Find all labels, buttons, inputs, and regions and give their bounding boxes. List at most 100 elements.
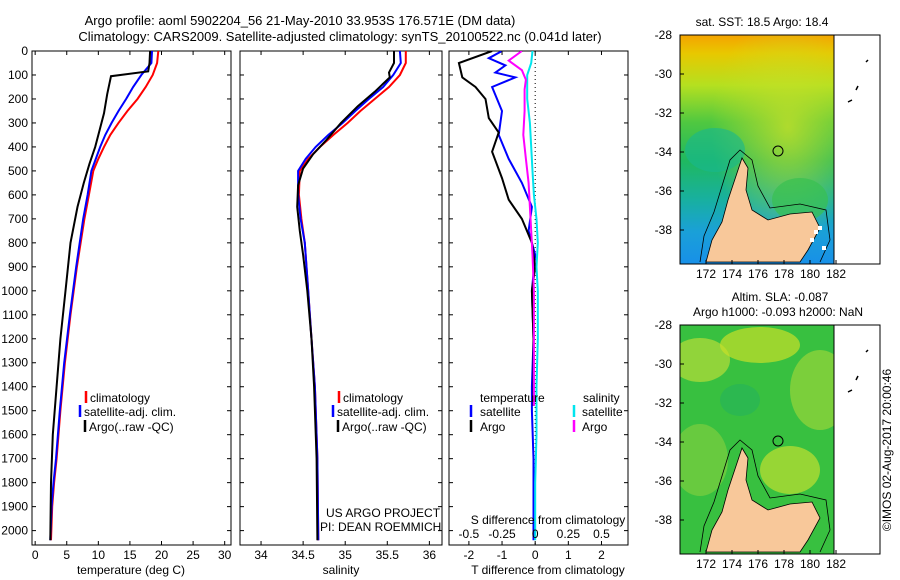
difference-x-axis: -2 -1 0 1 2 -0.5 -0.25 0 0.25 0.5 <box>459 51 610 562</box>
depth-tick-label: 1000 <box>1 284 28 298</box>
series-line-s-satellite <box>526 51 539 541</box>
temperature-plot <box>49 51 160 541</box>
lon-tick-label: 176 <box>748 557 768 571</box>
s-tick-label: 0 <box>532 527 539 541</box>
depth-tick-label: 1800 <box>1 476 28 490</box>
lat-tick-label: -38 <box>655 223 673 237</box>
x-tick-label: 0 <box>32 548 39 562</box>
difference-xlabel-salinity: S difference from climatology <box>471 513 626 527</box>
lon-tick-label: 174 <box>722 557 742 571</box>
legend-title-salinity: salinity <box>583 391 620 405</box>
depth-tick-label: 900 <box>8 260 28 274</box>
s-tick-label: -0.5 <box>459 527 480 541</box>
lat-tick-label: -32 <box>655 396 673 410</box>
depth-tick-label: 1500 <box>1 404 28 418</box>
lon-tick-label: 180 <box>800 267 820 281</box>
depth-tick-label: 700 <box>8 212 28 226</box>
salinity-plot <box>296 51 407 541</box>
legend-label-argo: Argo(..raw -QC) <box>89 420 174 434</box>
depth-tick-label: 2000 <box>1 524 28 538</box>
x-tick-label: 10 <box>92 548 106 562</box>
x-tick-label: 20 <box>155 548 169 562</box>
difference-xlabel: T difference from climatology <box>471 563 625 577</box>
lon-tick-label: 178 <box>774 557 794 571</box>
legend-label-t-argo: Argo <box>480 420 506 434</box>
depth-tick-label: 500 <box>8 164 28 178</box>
title-line-1: Argo profile: aoml 5902204_56 21-May-201… <box>85 13 516 28</box>
depth-tick-label: 0 <box>21 44 28 58</box>
difference-plot <box>457 51 539 545</box>
depth-tick-label: 200 <box>8 92 28 106</box>
depth-tick-label: 1700 <box>1 452 28 466</box>
lon-tick-label: 178 <box>774 267 794 281</box>
sla-map-title-1: Altim. SLA: -0.087 <box>732 290 829 304</box>
depth-tick-label: 400 <box>8 140 28 154</box>
depth-tick-label: 100 <box>8 68 28 82</box>
legend-label-climatology: climatology <box>90 391 150 405</box>
x-tick-label: 34.5 <box>291 548 315 562</box>
depth-tick-label: 1900 <box>1 500 28 514</box>
x-tick-label: 25 <box>186 548 200 562</box>
series-line-argo-raw-qc <box>49 51 152 541</box>
lat-tick-label: -34 <box>655 145 673 159</box>
depth-tick-label: 1400 <box>1 380 28 394</box>
x-tick-label: 35.5 <box>376 548 400 562</box>
sst-map-title: sat. SST: 18.5 Argo: 18.4 <box>696 15 829 29</box>
series-line-argo-raw-qc <box>296 51 395 541</box>
legend-label-climatology: climatology <box>343 391 403 405</box>
sst-map <box>680 35 834 264</box>
lat-tick-label: -38 <box>655 513 673 527</box>
depth-tick-label: 1200 <box>1 332 28 346</box>
project-line-2: PI: DEAN ROEMMICH <box>320 520 441 534</box>
depth-axis: 0 100 200 300 400 500 600 700 800 900 1000 1100 1200… <box>1 44 628 538</box>
series-line-satellite-adj-clim <box>49 51 153 541</box>
s-tick-label: -0.25 <box>488 527 516 541</box>
title-line-2: Climatology: CARS2009. Satellite-adjuste… <box>78 29 601 44</box>
lat-tick-label: -30 <box>655 67 673 81</box>
depth-tick-label: 800 <box>8 236 28 250</box>
x-tick-label: 36 <box>423 548 437 562</box>
lon-tick-label: 180 <box>800 557 820 571</box>
temperature-xlabel: temperature (deg C) <box>77 563 185 577</box>
lon-tick-label: 174 <box>722 267 742 281</box>
x-tick-label: 2 <box>598 548 605 562</box>
x-tick-label: 35 <box>339 548 353 562</box>
x-tick-label: 5 <box>63 548 70 562</box>
x-tick-label: -1 <box>497 548 508 562</box>
lon-tick-label: 172 <box>696 267 716 281</box>
new-zealand-land <box>705 447 821 553</box>
legend-title-temperature: temperature <box>480 391 545 405</box>
series-line-t-argo <box>457 51 537 406</box>
sla-map <box>680 325 834 554</box>
depth-tick-label: 1100 <box>2 308 28 322</box>
lon-tick-label: 176 <box>748 267 768 281</box>
salinity-xlabel: salinity <box>323 563 360 577</box>
s-tick-label: 0.25 <box>557 527 581 541</box>
temperature-x-axis: 0 5 10 15 20 25 30 <box>32 51 232 562</box>
lon-tick-label: 172 <box>696 557 716 571</box>
depth-tick-label: 600 <box>8 188 28 202</box>
difference-axes <box>448 50 629 546</box>
x-tick-label: 34 <box>254 548 268 562</box>
lat-tick-label: -34 <box>655 435 673 449</box>
lat-tick-label: -30 <box>655 357 673 371</box>
legend-label-s-argo: Argo <box>582 420 608 434</box>
lat-tick-label: -28 <box>655 28 673 42</box>
legend-label-satellite: satellite-adj. clim. <box>337 405 429 419</box>
copyright-stamp: ©IMOS 02-Aug-2017 20:00:46 <box>880 369 894 532</box>
profile-location-marker <box>772 435 784 447</box>
project-line-1: US ARGO PROJECT <box>326 506 441 520</box>
x-tick-label: 30 <box>218 548 232 562</box>
salinity-x-axis: 34 34.5 35 35.5 36 <box>254 51 436 562</box>
depth-tick-label: 1300 <box>1 356 28 370</box>
lat-tick-label: -36 <box>655 184 673 198</box>
series-line-s-argo <box>506 51 535 406</box>
salinity-axes <box>239 50 443 546</box>
x-tick-label: 1 <box>565 548 572 562</box>
lon-tick-label: 182 <box>826 267 846 281</box>
sla-map-title-2: Argo h1000: -0.093 h2000: NaN <box>693 305 863 319</box>
lat-tick-label: -28 <box>655 318 673 332</box>
s-tick-label: 0.5 <box>593 527 610 541</box>
temperature-axes <box>31 50 232 546</box>
